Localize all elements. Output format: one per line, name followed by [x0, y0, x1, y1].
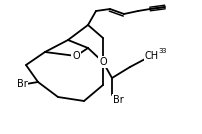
Text: O: O — [72, 51, 80, 61]
Text: Br: Br — [113, 95, 123, 105]
Text: 3: 3 — [161, 48, 165, 54]
Text: Br: Br — [113, 95, 123, 105]
Text: CH: CH — [145, 51, 159, 61]
Text: Br: Br — [17, 79, 27, 89]
Text: O: O — [99, 57, 107, 67]
Text: Br: Br — [17, 79, 27, 89]
Text: 3: 3 — [159, 48, 163, 54]
